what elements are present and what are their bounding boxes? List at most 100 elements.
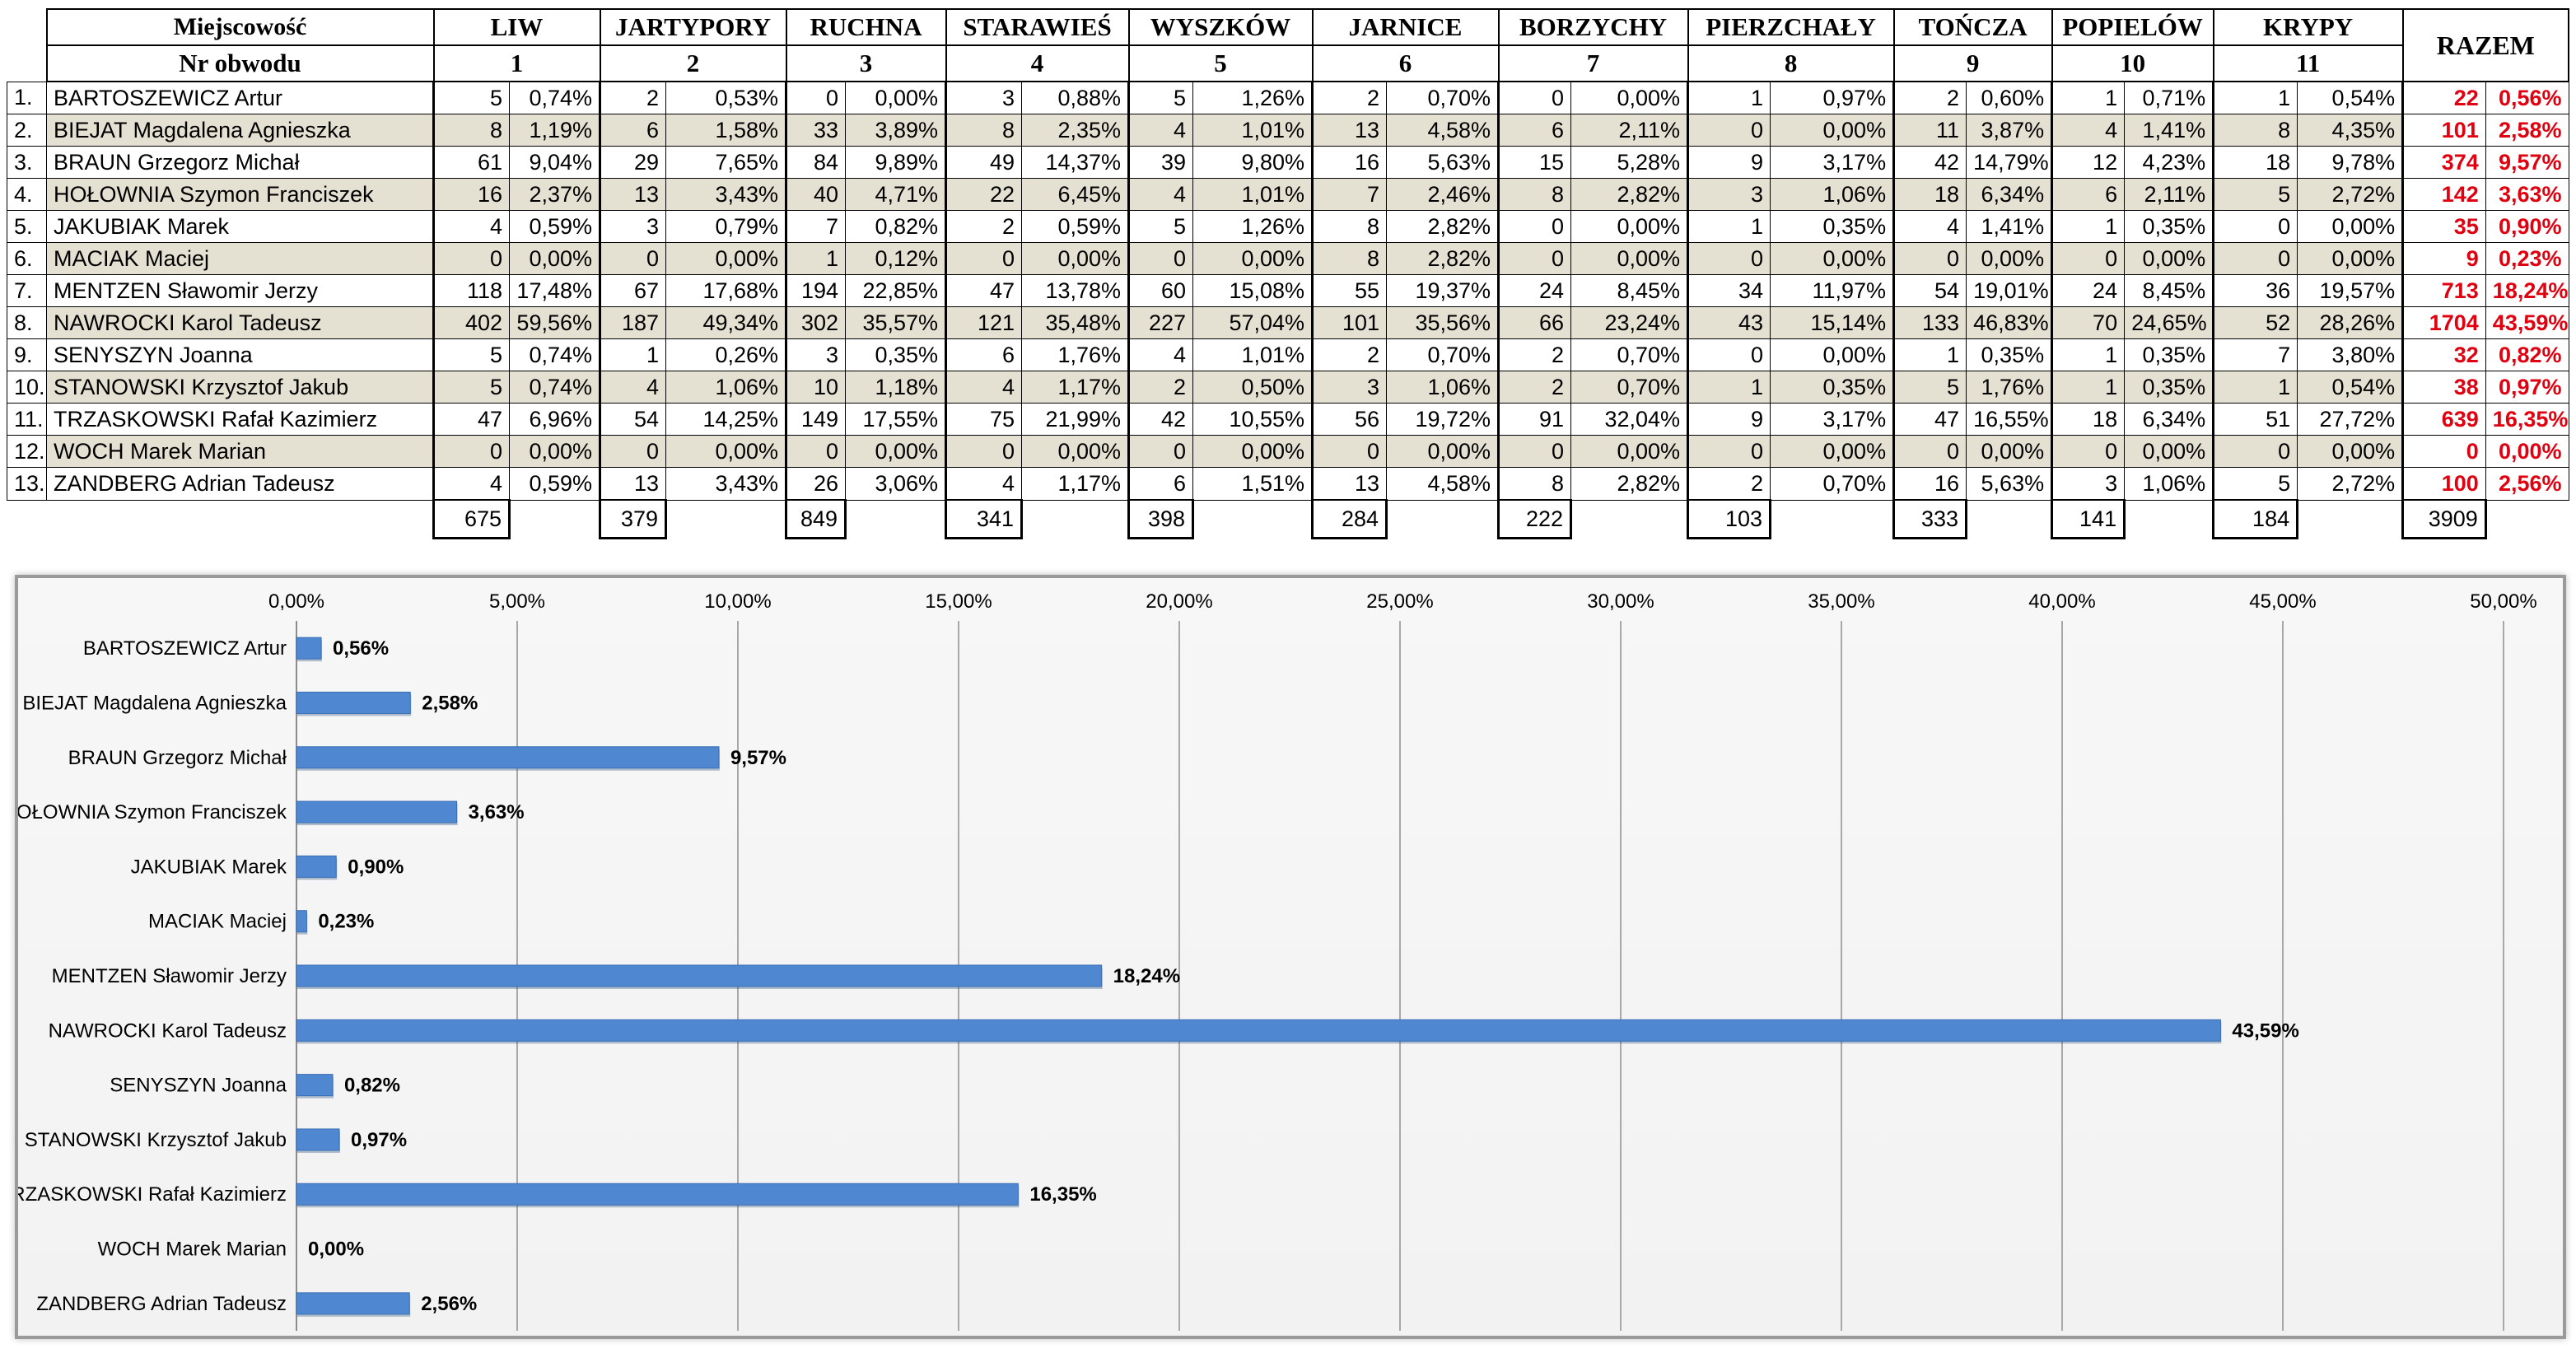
vote-percent: 0,00% — [1021, 435, 1131, 468]
vote-percent: 8,45% — [1570, 274, 1690, 307]
vote-count: 13 — [600, 467, 666, 501]
vote-percent: 0,12% — [845, 242, 948, 275]
vote-percent: 2,37% — [509, 178, 601, 211]
row-number: 7. — [7, 274, 47, 307]
vote-percent: 0,00% — [1966, 242, 2054, 275]
vote-count: 18 — [2051, 403, 2126, 436]
totals-row-spacer — [1570, 500, 1688, 539]
candidate-name: SENYSZYN Joanna — [46, 338, 435, 371]
vote-count: 16 — [433, 178, 510, 211]
vote-count: 2 — [600, 81, 666, 114]
vote-count: 0 — [1312, 435, 1388, 468]
vote-percent: 0,35% — [1770, 371, 1896, 404]
vote-count: 0 — [1893, 435, 1967, 468]
totals-row-spacer — [2485, 500, 2569, 539]
vote-count: 67 — [600, 274, 666, 307]
vote-percent: 0,82% — [845, 210, 948, 243]
vote-percent: 0,00% — [665, 435, 788, 468]
district-number: 3 — [785, 44, 947, 82]
vote-percent: 19,01% — [1966, 274, 2054, 307]
vote-percent: 0,26% — [665, 338, 788, 371]
vote-count: 75 — [945, 403, 1023, 436]
header-place-label: Miejscowość — [45, 8, 435, 46]
vote-percent: 0,70% — [1770, 467, 1896, 501]
vote-percent: 1,26% — [1192, 81, 1314, 114]
candidate-name: BARTOSZEWICZ Artur — [46, 81, 435, 114]
vote-count: 84 — [786, 146, 847, 179]
vote-count: 7 — [1312, 178, 1388, 211]
vote-percent: 17,68% — [665, 274, 788, 307]
total-percent: 0,90% — [2485, 210, 2569, 243]
vote-percent: 15,14% — [1770, 306, 1896, 339]
vote-count: 5 — [433, 371, 510, 404]
row-number: 1. — [7, 81, 47, 114]
vote-count: 7 — [2213, 338, 2298, 371]
vote-percent: 23,24% — [1570, 306, 1690, 339]
vote-percent: 14,37% — [1021, 146, 1131, 179]
vote-count: 6 — [1498, 114, 1572, 147]
category-label: BRAUN Grzegorz Michał — [68, 747, 287, 769]
vote-percent: 1,01% — [1192, 178, 1314, 211]
district-total: 341 — [945, 499, 1024, 539]
vote-percent: 1,17% — [1021, 371, 1131, 404]
vote-count: 47 — [945, 274, 1023, 307]
vote-count: 1 — [2051, 210, 2126, 243]
total-percent: 18,24% — [2485, 274, 2569, 307]
district-total: 284 — [1311, 499, 1388, 539]
vote-count: 54 — [1893, 274, 1967, 307]
vote-percent: 0,74% — [509, 338, 601, 371]
district-total: 849 — [785, 499, 847, 539]
vote-percent: 0,00% — [2124, 242, 2215, 275]
totals-row: 675 379 849 341 398 284 222 103 333 141 184 3909 — [7, 499, 2569, 539]
vote-count: 18 — [1893, 178, 1967, 211]
vote-count: 4 — [600, 371, 666, 404]
vote-count: 0 — [2213, 435, 2298, 468]
vote-count: 8 — [1498, 178, 1572, 211]
data-label: 2,58% — [422, 692, 478, 714]
vote-count: 2 — [1312, 338, 1388, 371]
vote-percent: 0,00% — [1386, 435, 1500, 468]
vote-percent: 9,89% — [845, 146, 948, 179]
vote-count: 42 — [1893, 146, 1967, 179]
vote-count: 42 — [1128, 403, 1194, 436]
bar — [296, 746, 720, 769]
candidate-name: MACIAK Maciej — [46, 242, 435, 275]
vote-count: 5 — [1893, 371, 1967, 404]
vote-count: 9 — [1687, 403, 1771, 436]
total-votes: 38 — [2402, 371, 2486, 404]
vote-percent: 0,35% — [2124, 338, 2215, 371]
vote-percent: 0,00% — [509, 242, 601, 275]
vote-count: 0 — [433, 242, 510, 275]
vote-percent: 1,01% — [1192, 114, 1314, 147]
category-label: HOŁOWNIA Szymon Franciszek — [18, 801, 287, 823]
vote-count: 0 — [1498, 81, 1572, 114]
vote-percent: 0,50% — [1192, 371, 1314, 404]
total-votes: 101 — [2402, 114, 2486, 147]
vote-count: 61 — [433, 146, 510, 179]
totals-row-spacer — [2297, 500, 2403, 539]
vote-percent: 1,06% — [1386, 371, 1500, 404]
totals-row-spacer — [2124, 500, 2214, 539]
vote-count: 6 — [2051, 178, 2126, 211]
vote-count: 7 — [786, 210, 847, 243]
total-percent: 2,56% — [2485, 467, 2569, 501]
x-tick-label: 50,00% — [2470, 590, 2536, 613]
table-row: 11. TRZASKOWSKI Rafał Kazimierz 47 6,96% 54 1… — [7, 403, 2569, 436]
vote-percent: 10,55% — [1192, 403, 1314, 436]
district-number: 2 — [599, 44, 787, 82]
vote-percent: 0,00% — [1570, 242, 1690, 275]
vote-percent: 3,17% — [1770, 146, 1896, 179]
vote-count: 52 — [2213, 306, 2298, 339]
vote-percent: 0,00% — [665, 242, 788, 275]
vote-percent: 9,04% — [509, 146, 601, 179]
data-label: 43,59% — [2232, 1019, 2298, 1042]
vote-count: 6 — [1128, 467, 1194, 501]
vote-count: 5 — [433, 338, 510, 371]
total-percent: 2,58% — [2485, 114, 2569, 147]
vote-percent: 1,06% — [665, 371, 788, 404]
vote-percent: 17,55% — [845, 403, 948, 436]
category-label: SENYSZYN Joanna — [110, 1075, 287, 1097]
header-corner — [7, 45, 47, 82]
results-table-container: Miejscowość LIW JARTYPORY RUCHNA STARAWIEŚ WY… — [7, 8, 2570, 539]
candidate-name: JAKUBIAK Marek — [46, 210, 435, 243]
